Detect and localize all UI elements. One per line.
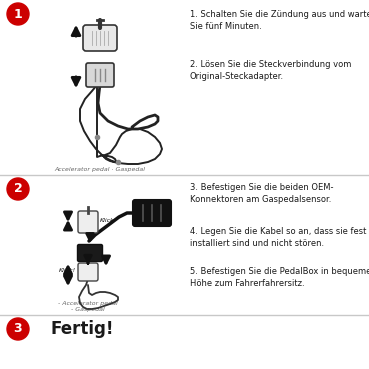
Text: Klick!: Klick!	[59, 269, 76, 273]
Text: 2: 2	[14, 183, 23, 196]
Text: 1: 1	[14, 7, 23, 21]
Circle shape	[7, 3, 29, 25]
Text: 1. Schalten Sie die Zündung aus und warten
Sie fünf Minuten.: 1. Schalten Sie die Zündung aus und wart…	[190, 10, 369, 31]
FancyBboxPatch shape	[83, 25, 117, 51]
Text: 3: 3	[14, 323, 22, 335]
FancyBboxPatch shape	[78, 211, 98, 233]
Text: 5. Befestigen Sie die PedalBox in bequemer
Höhe zum Fahrerfahrersitz.: 5. Befestigen Sie die PedalBox in bequem…	[190, 267, 369, 288]
FancyBboxPatch shape	[77, 245, 103, 262]
Circle shape	[7, 178, 29, 200]
FancyBboxPatch shape	[133, 200, 171, 226]
Circle shape	[7, 318, 29, 340]
Text: Accelerator pedal · Gaspedal: Accelerator pedal · Gaspedal	[55, 167, 145, 172]
Text: 4. Legen Sie die Kabel so an, dass sie fest
installiert sind und nicht stören.: 4. Legen Sie die Kabel so an, dass sie f…	[190, 227, 366, 248]
FancyBboxPatch shape	[86, 63, 114, 87]
Text: Fertig!: Fertig!	[50, 320, 114, 338]
Text: Klick!: Klick!	[100, 218, 117, 224]
Text: 3. Befestigen Sie die beiden OEM-
Konnektoren am Gaspedalsensor.: 3. Befestigen Sie die beiden OEM- Konnek…	[190, 183, 334, 204]
Text: 2. Lösen Sie die Steckverbindung vom
Original-Steckadapter.: 2. Lösen Sie die Steckverbindung vom Ori…	[190, 60, 351, 81]
FancyBboxPatch shape	[78, 263, 98, 281]
Text: - Accelerator pedal
- Gaspedal: - Accelerator pedal - Gaspedal	[58, 301, 118, 312]
